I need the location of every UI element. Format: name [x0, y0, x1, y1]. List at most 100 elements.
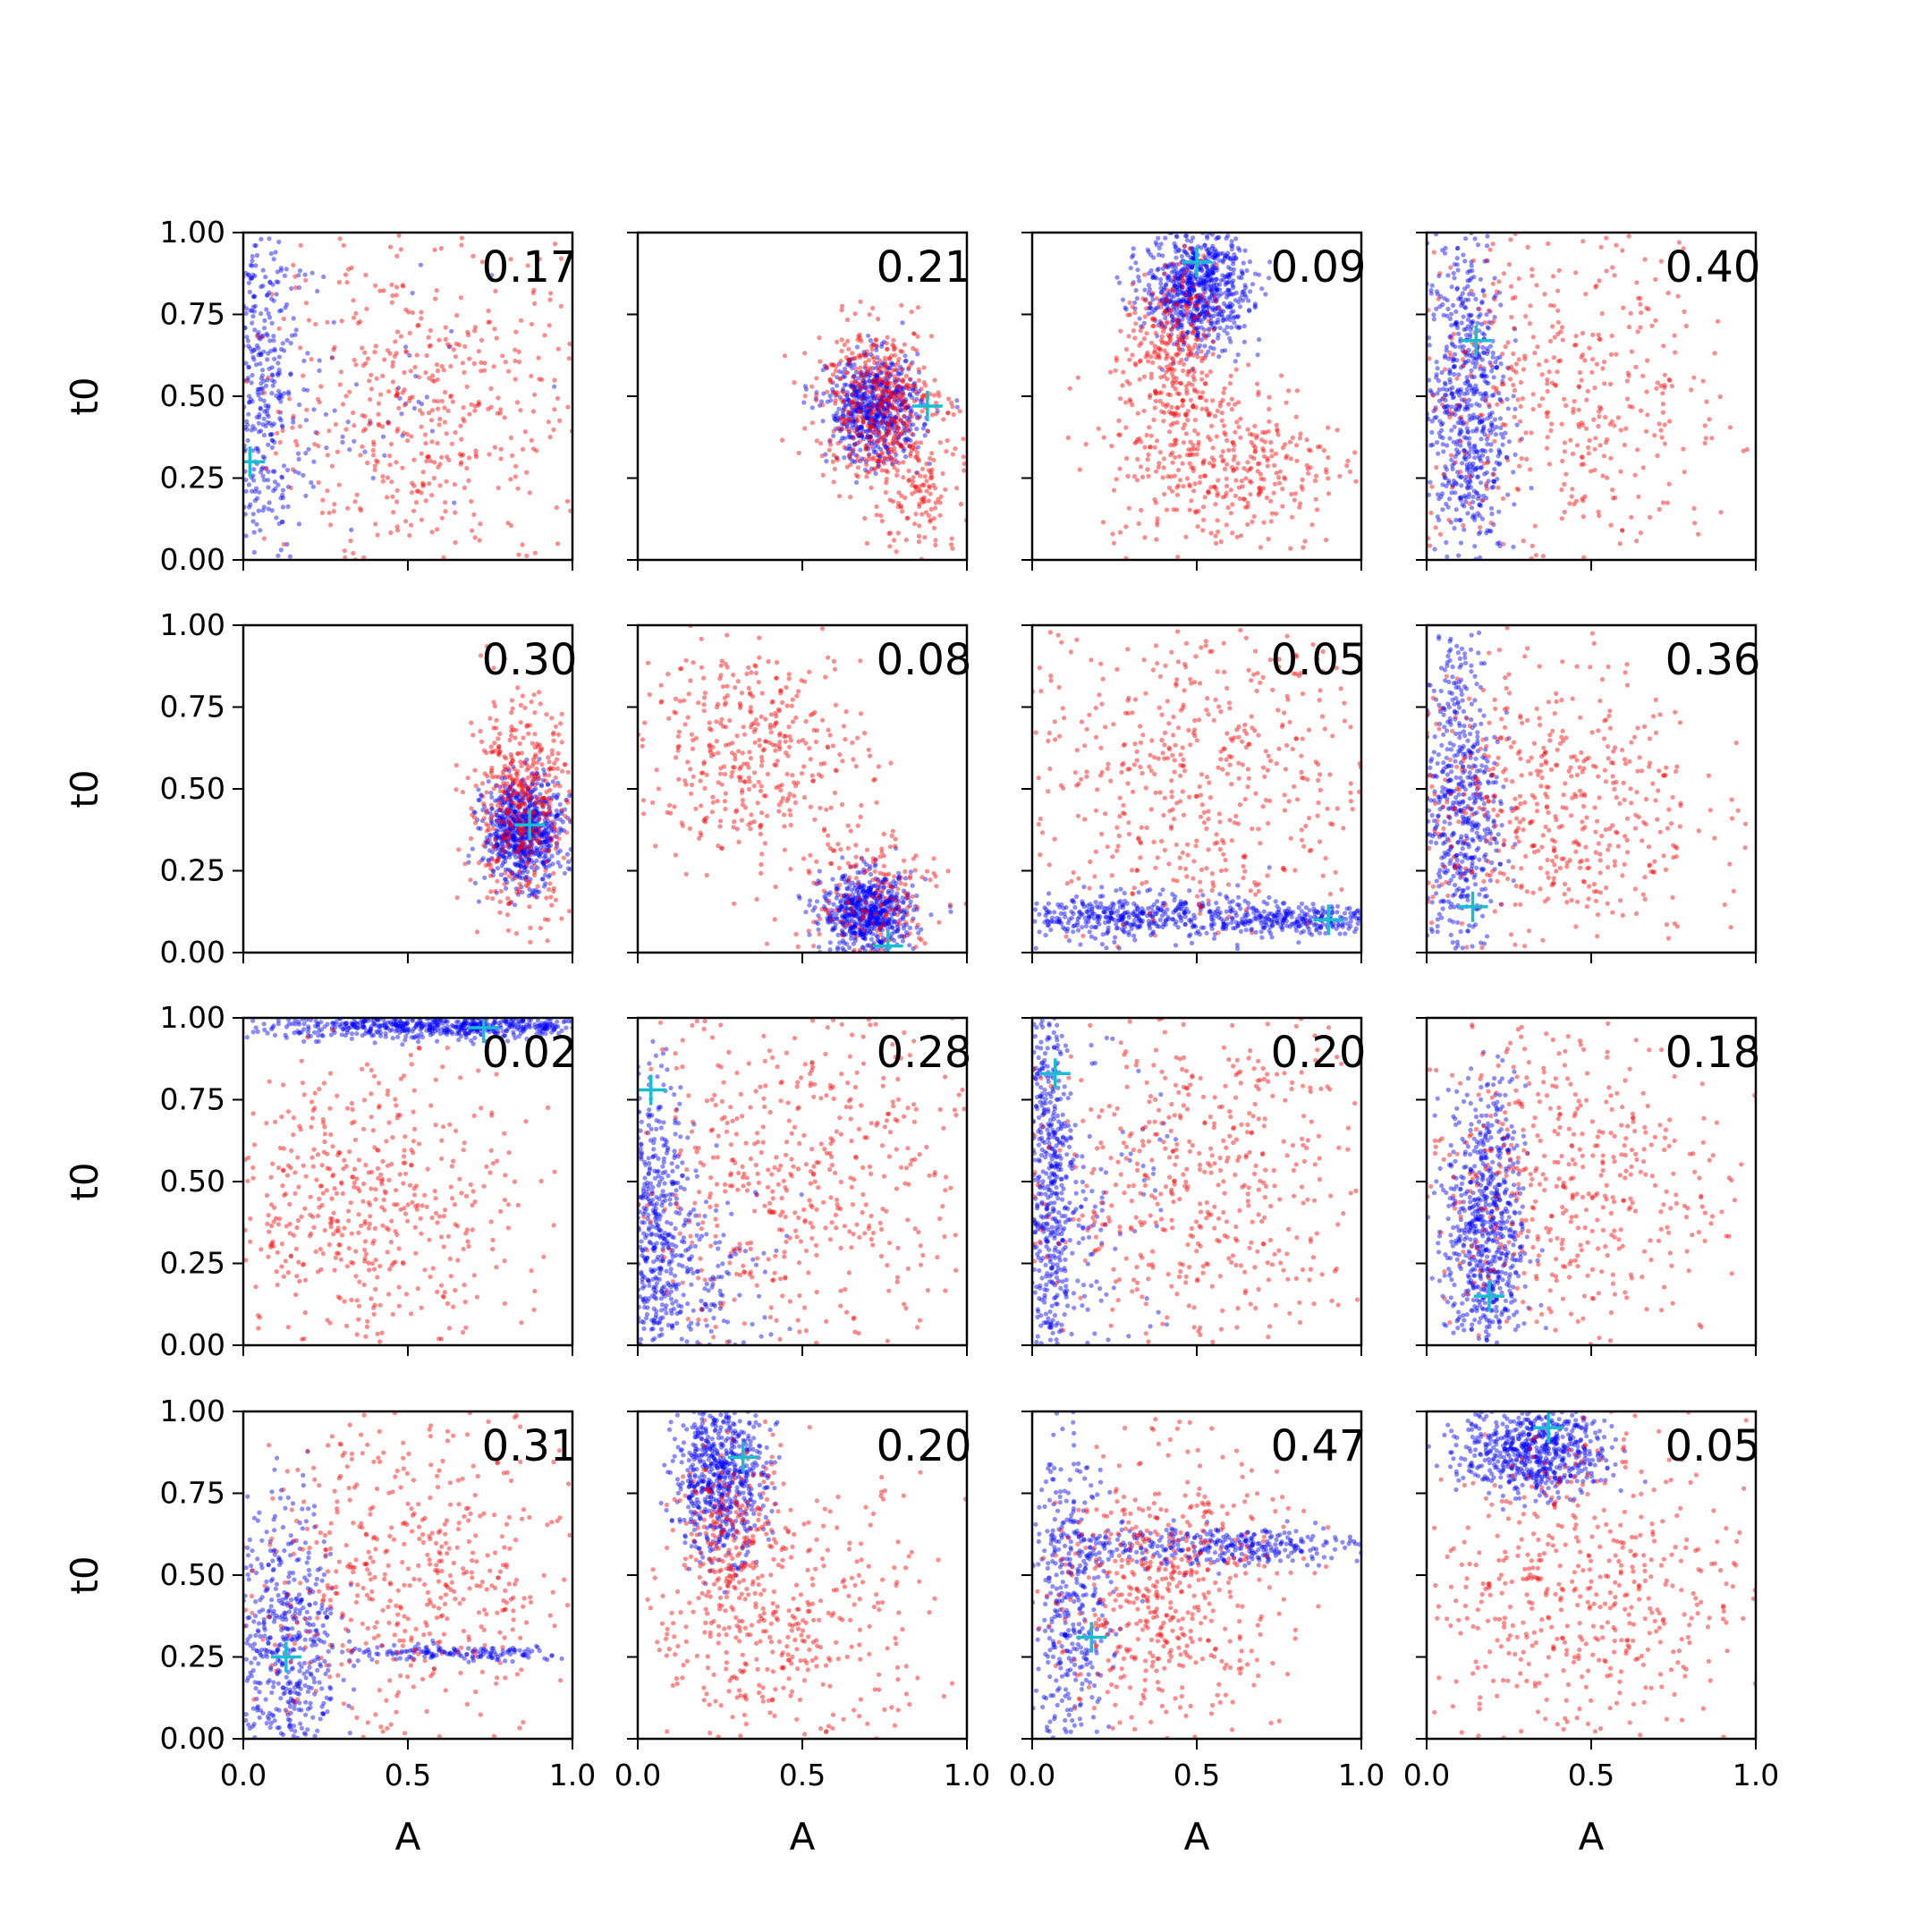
red-point [275, 430, 280, 436]
red-point [1602, 381, 1607, 386]
blue-point [1183, 292, 1189, 298]
red-point [1300, 477, 1305, 483]
red-point [1148, 354, 1154, 360]
blue-point [1210, 270, 1216, 275]
blue-point [894, 387, 899, 393]
red-point [1114, 355, 1119, 360]
blue-point [1197, 318, 1202, 323]
red-point [1591, 417, 1597, 422]
red-point [928, 491, 933, 496]
blue-point [1195, 325, 1200, 330]
red-point [1247, 466, 1253, 472]
blue-point [523, 830, 529, 835]
blue-point [1454, 246, 1460, 251]
blue-point [1190, 265, 1195, 270]
blue-point [1458, 495, 1463, 500]
red-point [1427, 356, 1432, 361]
red-point [1455, 402, 1461, 408]
red-point [962, 468, 967, 473]
red-point [1159, 409, 1165, 414]
blue-point [1171, 307, 1176, 312]
blue-point [279, 475, 285, 480]
blue-point [904, 436, 910, 441]
red-point [376, 421, 381, 427]
red-point [1191, 345, 1196, 351]
blue-point [1450, 385, 1455, 391]
blue-point [1219, 311, 1224, 317]
red-point [1171, 275, 1176, 281]
red-point [1469, 288, 1474, 293]
red-point [931, 525, 937, 530]
red-point [858, 387, 863, 393]
blue-point [849, 356, 854, 361]
blue-point [1227, 288, 1233, 293]
blue-point [266, 469, 271, 475]
panel-1-2: 0.21 [627, 231, 971, 571]
blue-point [1487, 411, 1492, 417]
blue-point [261, 378, 267, 384]
blue-point [1242, 248, 1248, 253]
blue-point [837, 427, 843, 432]
blue-point [1215, 251, 1220, 257]
red-point [1428, 510, 1434, 516]
blue-point [555, 792, 561, 797]
red-point [1197, 479, 1202, 486]
red-point [957, 409, 962, 414]
blue-point [1176, 318, 1182, 324]
blue-point [1171, 279, 1176, 284]
red-point [333, 421, 338, 428]
blue-point [1203, 278, 1208, 284]
blue-point [513, 803, 519, 809]
red-point [825, 389, 830, 394]
red-point [840, 389, 845, 394]
blue-point [862, 386, 869, 391]
blue-point [1164, 264, 1170, 269]
red-point [1158, 325, 1165, 330]
blue-point [254, 252, 260, 258]
blue-point [507, 869, 513, 874]
red-point [1297, 436, 1302, 441]
blue-point [263, 423, 268, 428]
blue-point [907, 393, 912, 398]
blue-point [261, 416, 267, 421]
blue-point [847, 432, 852, 437]
red-point [869, 436, 874, 442]
blue-point [1457, 438, 1462, 444]
blue-point [261, 432, 267, 438]
red-point [471, 360, 477, 366]
blue-point [258, 336, 263, 342]
red-point [1257, 461, 1262, 466]
blue-point [256, 420, 261, 426]
red-point [394, 394, 400, 399]
blue-point [1478, 276, 1483, 282]
blue-point [260, 422, 266, 428]
blue-point [252, 347, 258, 352]
blue-point [1465, 406, 1470, 411]
red-point [1501, 381, 1506, 387]
blue-point [1478, 312, 1483, 318]
blue-point [852, 441, 858, 446]
blue-point [1474, 449, 1479, 454]
blue-point [903, 397, 909, 402]
red-point [1500, 352, 1505, 357]
red-point [872, 466, 877, 471]
red-point [423, 498, 428, 504]
blue-point [1451, 479, 1456, 484]
red-point [922, 474, 928, 479]
blue-point [1152, 318, 1158, 324]
blue-point [854, 405, 860, 411]
blue-point [1236, 300, 1241, 305]
blue-point [1456, 407, 1462, 412]
red-point [1134, 439, 1140, 445]
blue-point [872, 377, 877, 383]
blue-point [875, 404, 880, 410]
blue-point [1225, 250, 1231, 256]
blue-point [871, 386, 877, 391]
red-point [919, 386, 924, 392]
blue-point [1216, 253, 1221, 258]
red-point [914, 453, 919, 459]
blue-point [1453, 322, 1458, 327]
red-point [1545, 377, 1550, 383]
blue-point [870, 379, 877, 385]
red-point [1580, 239, 1586, 244]
